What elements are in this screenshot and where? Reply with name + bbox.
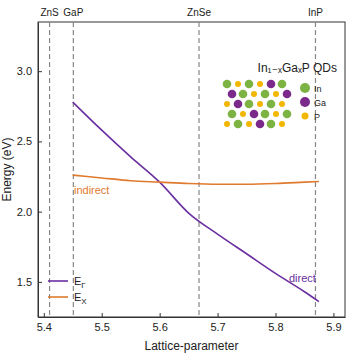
- tick-label: 5.9: [326, 321, 341, 333]
- reference-label: ZnSe: [187, 7, 211, 18]
- tick-label: 2.5: [17, 135, 32, 147]
- tick-mark: [160, 313, 161, 317]
- atom: [223, 80, 232, 89]
- chart-title: In₁₋ₓGaₓP QDs: [258, 61, 337, 75]
- tick-mark: [218, 313, 219, 317]
- atom: [257, 81, 263, 87]
- atom: [261, 90, 270, 99]
- tick-label: 1.5: [17, 276, 32, 288]
- tick: 2.0: [17, 206, 42, 218]
- reference-line: [49, 22, 50, 317]
- reference-line: [198, 22, 199, 317]
- inset-legend-label: Ga: [314, 98, 326, 108]
- tick-label: 3.0: [17, 65, 32, 77]
- atom: [228, 90, 237, 99]
- atom: [250, 110, 259, 119]
- reference-line: [73, 22, 74, 317]
- atom: [267, 80, 276, 89]
- series-line: [73, 102, 319, 301]
- inset-legend-swatch: [300, 97, 310, 107]
- plot-frame: [38, 22, 345, 317]
- tick: 5.8: [268, 313, 283, 333]
- atom: [283, 90, 292, 99]
- atom: [224, 121, 230, 127]
- tick-mark: [102, 313, 103, 317]
- atom: [245, 80, 254, 89]
- tick-label: 5.7: [210, 321, 225, 333]
- atom: [228, 110, 237, 119]
- tick: 5.9: [326, 313, 341, 333]
- tick: 3.0: [17, 65, 42, 77]
- atom: [267, 100, 276, 109]
- atom: [256, 120, 265, 129]
- reference-label: InP: [308, 7, 323, 18]
- atom: [245, 100, 254, 109]
- inset-legend-swatch: [302, 113, 309, 120]
- tick-mark: [44, 313, 45, 317]
- tick-label: 5.6: [152, 321, 167, 333]
- tick-label: 5.5: [95, 321, 110, 333]
- inset-legend-label: In: [314, 84, 322, 94]
- tick: 1.5: [17, 276, 42, 288]
- atom: [273, 91, 279, 97]
- atom: [279, 121, 285, 127]
- inset-legend-swatch: [300, 83, 310, 93]
- axis-line: [38, 23, 39, 318]
- atom: [239, 90, 248, 99]
- series-label: indirect: [74, 184, 109, 196]
- series-label: direct: [289, 272, 316, 284]
- y-axis: 1.5 2.0 2.5 3.0: [17, 23, 42, 318]
- tick-mark: [38, 282, 42, 283]
- atom: [278, 80, 287, 89]
- atom: [246, 121, 252, 127]
- tick: 5.6: [152, 313, 167, 333]
- tick-mark: [38, 71, 42, 72]
- atom: [267, 120, 276, 129]
- tick-label: 5.8: [268, 321, 283, 333]
- legend: EΓEX: [48, 275, 87, 306]
- reference-label: GaP: [63, 7, 83, 18]
- tick: 2.5: [17, 135, 42, 147]
- legend-swatch: [48, 296, 68, 298]
- reference-label: ZnS: [40, 7, 59, 18]
- tick-mark: [38, 141, 42, 142]
- atom: [240, 111, 246, 117]
- tick: 5.7: [210, 313, 225, 333]
- atom: [234, 100, 243, 109]
- legend-swatch: [48, 280, 68, 282]
- tick-label: 2.0: [17, 206, 32, 218]
- legend-label: EX: [74, 291, 87, 306]
- atom: [283, 110, 292, 119]
- tick-label: 5.4: [37, 321, 52, 333]
- atom: [279, 101, 285, 107]
- tick-mark: [275, 313, 276, 317]
- chart: 5.4 5.5 5.6 5.7 5.8 5.9 1.5 2.0 2.5 3.0 Lattice-pa…: [0, 0, 359, 355]
- atom: [251, 91, 257, 97]
- x-axis: 5.4 5.5 5.6 5.7 5.8 5.9: [37, 313, 346, 333]
- x-axis-title: Lattice-parameter: [144, 339, 238, 353]
- atom: [224, 101, 230, 107]
- atom: [257, 101, 263, 107]
- series-line: [73, 175, 319, 184]
- atom: [261, 110, 270, 119]
- tick-mark: [333, 313, 334, 317]
- legend-label: EΓ: [74, 275, 86, 290]
- tick-mark: [38, 212, 42, 213]
- inset-legend-label: P: [314, 112, 320, 122]
- atom: [234, 120, 243, 129]
- axis-line: [39, 317, 346, 318]
- atom: [273, 111, 279, 117]
- tick: 5.5: [95, 313, 110, 333]
- atom: [235, 81, 241, 87]
- inset: In Ga P: [223, 80, 326, 129]
- y-axis-title: Energy (eV): [0, 137, 14, 201]
